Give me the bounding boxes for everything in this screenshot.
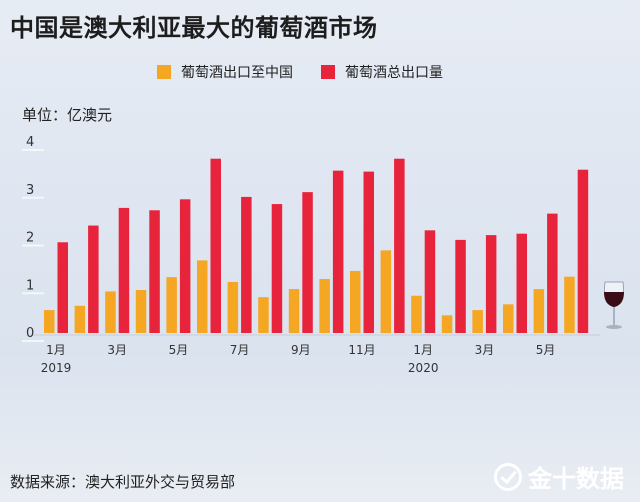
bar-china <box>350 270 361 333</box>
bar-total <box>149 210 160 333</box>
source-note: 数据来源：澳大利亚外交与贸易部 <box>10 473 236 491</box>
bar-total <box>547 213 558 333</box>
y-tick-label: 2 <box>26 231 34 246</box>
bar-china <box>74 305 86 333</box>
bar-total <box>455 239 466 333</box>
brand-watermark: 金十数据 <box>494 459 624 494</box>
bar-total <box>363 171 374 333</box>
bar-total <box>88 225 99 333</box>
bar-total <box>118 207 130 333</box>
x-tick-label: 1月 <box>46 343 66 357</box>
bar-china <box>227 281 239 333</box>
legend-item-total: 葡萄酒总出口量 <box>321 62 443 82</box>
bar-china <box>105 291 116 333</box>
legend-item-china: 葡萄酒出口至中国 <box>157 62 293 82</box>
bar-total <box>241 196 252 333</box>
bar-total <box>332 170 344 333</box>
bar-china <box>441 315 453 333</box>
bar-china <box>503 304 514 333</box>
x-tick-label: 1月 <box>413 343 433 357</box>
unit-label: 单位：亿澳元 <box>22 106 113 124</box>
x-tick-label: 7月 <box>230 343 250 357</box>
bar-china <box>380 250 392 333</box>
bar-total <box>271 204 283 333</box>
bar-total <box>57 242 68 333</box>
brand-logo-icon <box>494 462 522 491</box>
x-tick-label: 11月 <box>348 343 375 357</box>
y-tick-label: 3 <box>26 183 34 198</box>
y-tick-label: 4 <box>26 135 34 150</box>
wine-glass-icon <box>603 281 625 329</box>
bar-total <box>485 235 497 333</box>
legend-label-china: 葡萄酒出口至中国 <box>181 65 293 81</box>
bar-china <box>258 297 269 333</box>
bar-china <box>564 276 575 333</box>
bar-china <box>411 295 422 333</box>
x-tick-label: 3月 <box>475 343 495 357</box>
bar-china <box>533 289 545 333</box>
brand-name: 金十数据 <box>528 465 624 493</box>
bar-china <box>197 260 208 333</box>
bar-total <box>424 230 436 333</box>
chart-title: 中国是澳大利亚最大的葡萄酒市场 <box>10 14 378 42</box>
x-tick-label: 9月 <box>291 343 311 357</box>
bar-total <box>516 233 527 333</box>
bar-china <box>319 279 330 333</box>
legend: 葡萄酒出口至中国 葡萄酒总出口量 <box>157 62 443 82</box>
x-tick-label: 5月 <box>169 343 189 357</box>
bar-china <box>166 277 177 333</box>
year-label: 2019 <box>41 361 72 375</box>
legend-swatch-china <box>157 65 171 79</box>
legend-label-total: 葡萄酒总出口量 <box>345 65 443 81</box>
bar-total <box>210 158 221 333</box>
year-label: 2020 <box>408 361 439 375</box>
bar-china <box>44 310 55 333</box>
bar-china <box>472 310 483 333</box>
bar-total <box>179 199 191 333</box>
bar-total <box>577 169 589 333</box>
legend-swatch-total <box>321 65 335 79</box>
bar-china <box>288 289 300 333</box>
y-tick-label: 1 <box>26 278 34 293</box>
bar-total <box>394 158 405 333</box>
x-tick-label: 5月 <box>536 343 556 357</box>
bar-total <box>302 192 313 333</box>
bar-china <box>135 290 147 333</box>
x-tick-label: 3月 <box>107 343 127 357</box>
y-tick-label: 0 <box>26 326 34 341</box>
